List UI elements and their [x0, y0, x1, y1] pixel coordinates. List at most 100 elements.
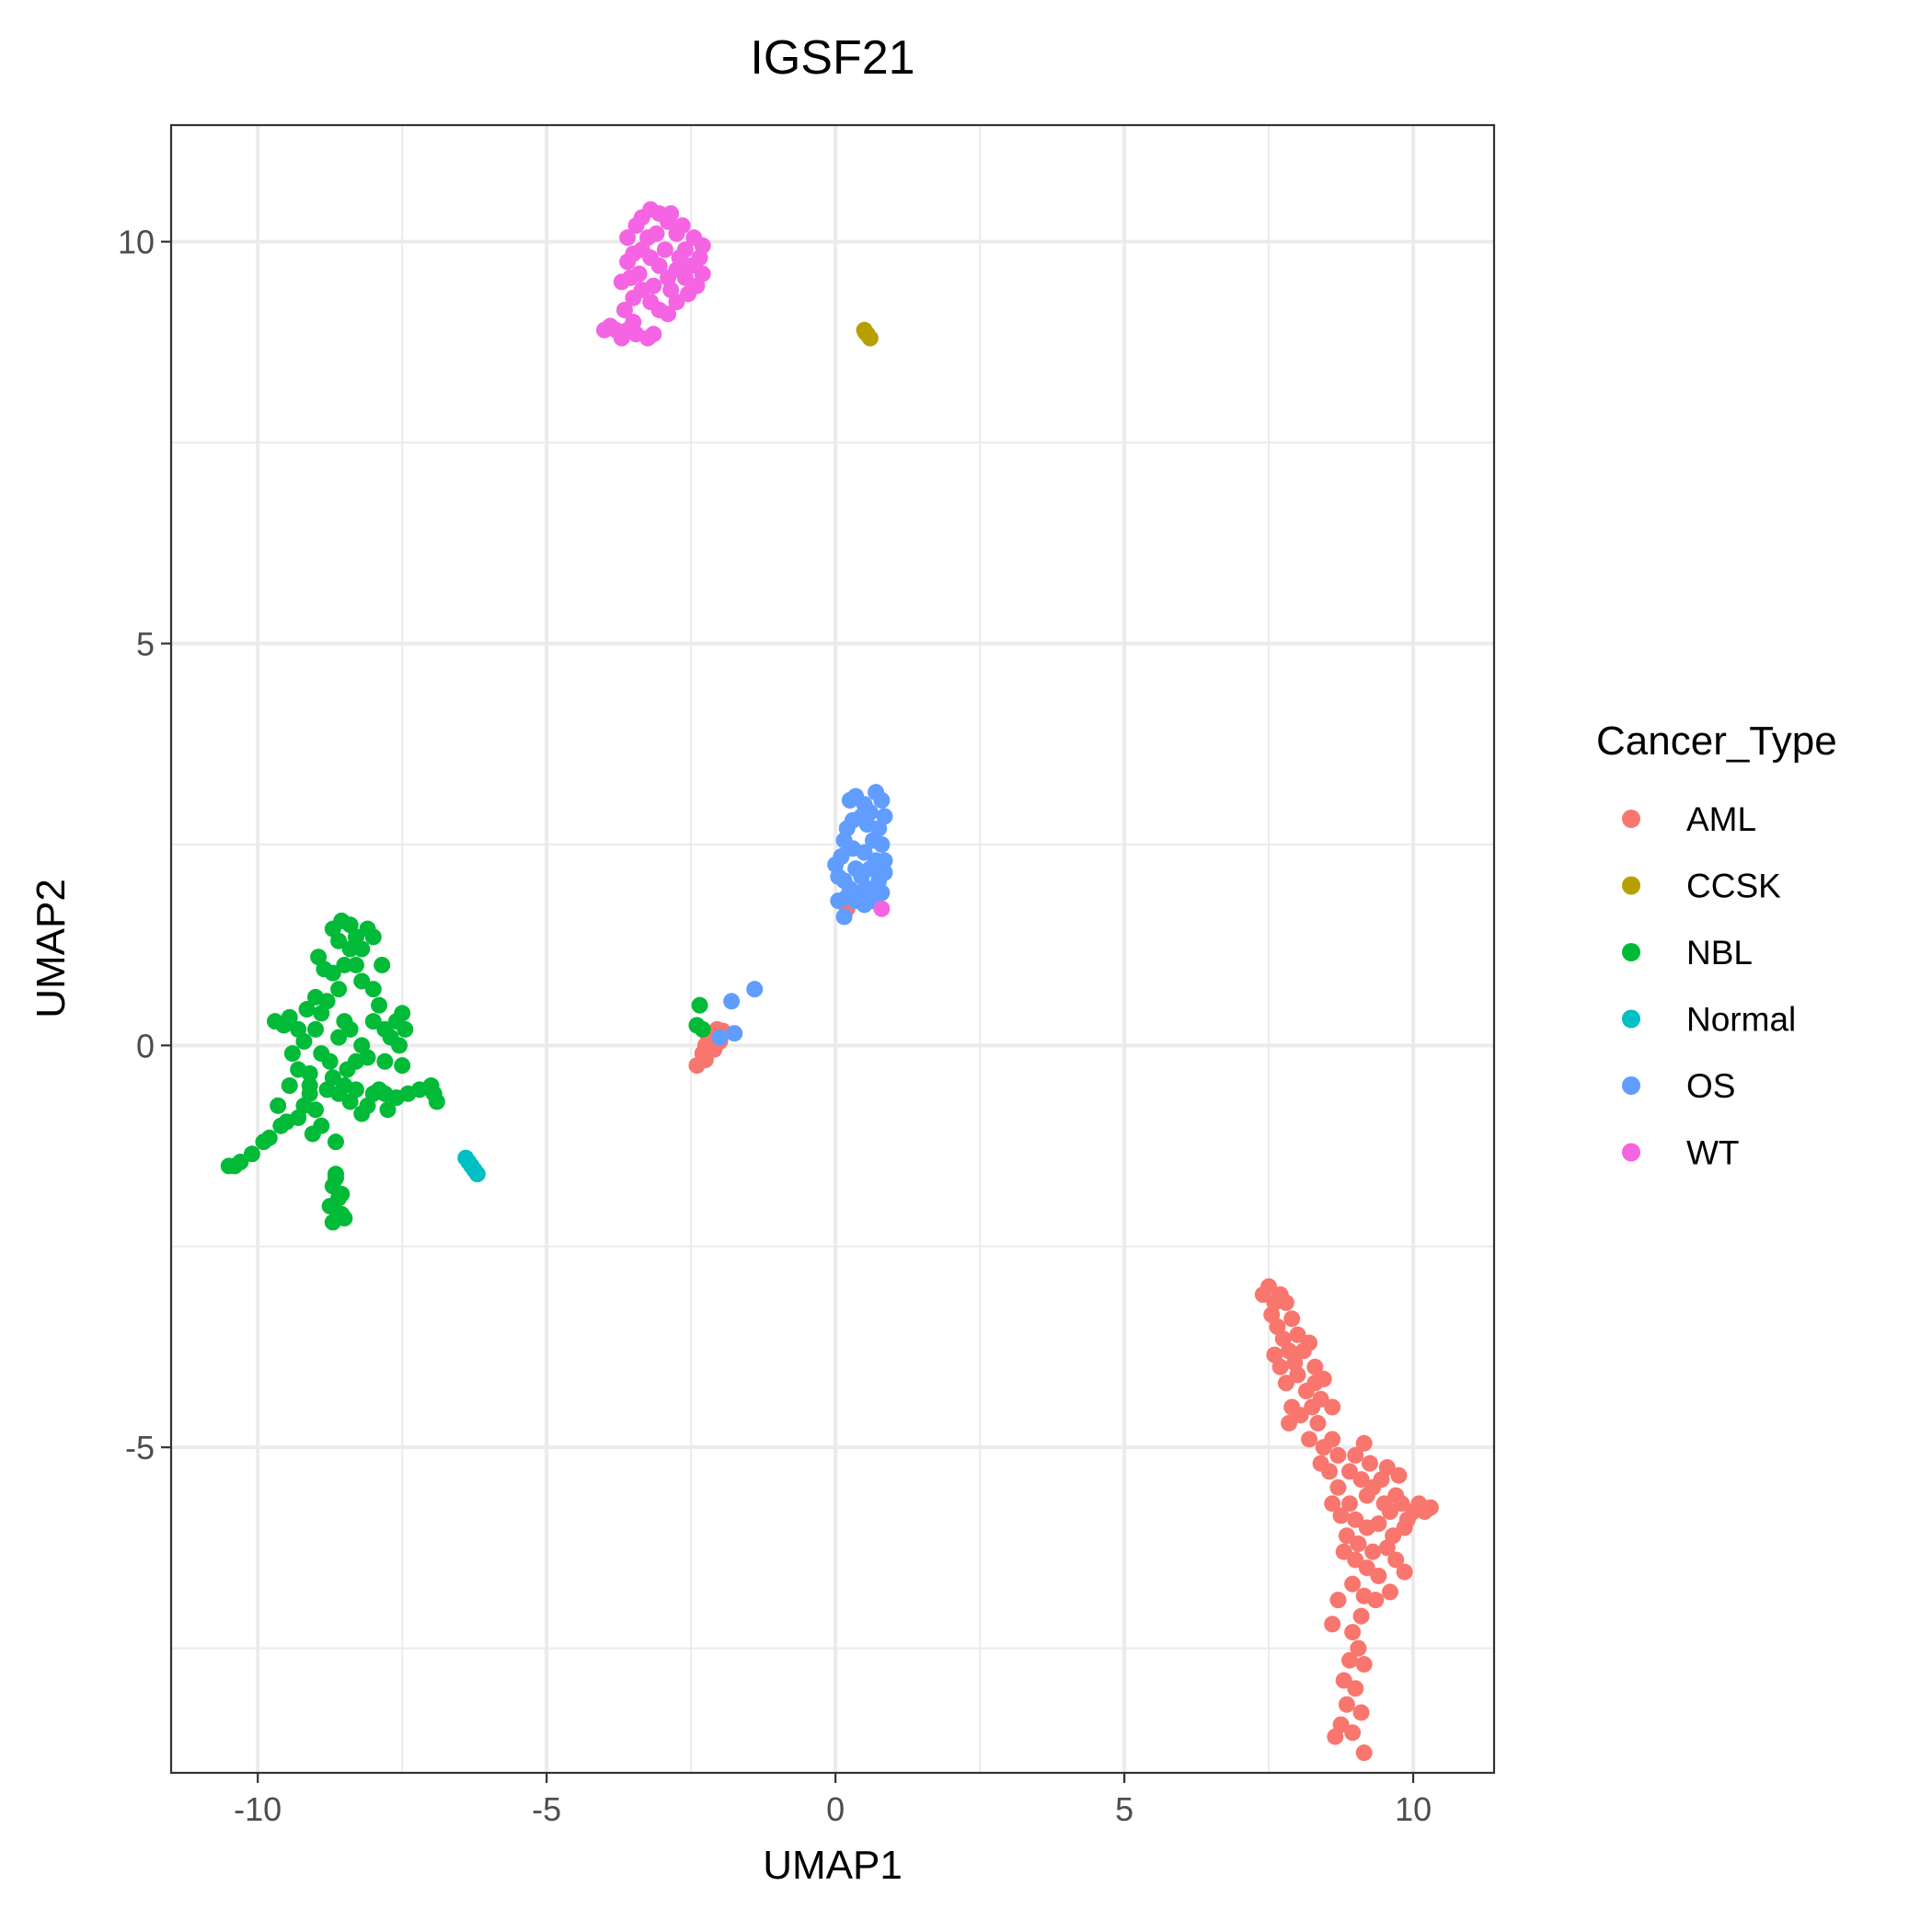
point-aml: [1341, 1651, 1359, 1669]
point-nbl: [379, 1101, 397, 1119]
point-wt: [662, 205, 680, 223]
point-aml: [1327, 1728, 1344, 1745]
legend-items: AML CCSK NBL Normal OS WT: [1622, 800, 1796, 1172]
point-nbl: [301, 1077, 318, 1095]
point-nbl: [394, 1057, 411, 1075]
point-aml: [1344, 1724, 1362, 1742]
data-points: [220, 201, 1439, 1762]
point-nbl: [321, 1198, 339, 1215]
point-nbl: [298, 1001, 316, 1018]
point-os: [873, 835, 891, 853]
point-aml: [1367, 1592, 1385, 1609]
point-aml: [1315, 1370, 1332, 1387]
point-aml: [1344, 1624, 1362, 1641]
point-aml: [1324, 1431, 1341, 1448]
point-wt: [671, 249, 688, 267]
point-nbl: [243, 1145, 260, 1163]
legend-label-os: OS: [1686, 1067, 1735, 1105]
legend-label-nbl: NBL: [1686, 934, 1753, 972]
y-tick-label: -5: [125, 1429, 155, 1466]
plot-area: [169, 123, 1496, 1775]
point-wt: [645, 326, 662, 343]
point-aml: [696, 1052, 714, 1069]
legend-key-os: [1622, 1076, 1640, 1095]
point-aml: [1421, 1499, 1439, 1516]
point-wt: [694, 265, 711, 282]
point-nbl: [310, 949, 328, 966]
point-aml: [1393, 1495, 1410, 1512]
point-wt: [685, 229, 703, 247]
point-aml: [1324, 1495, 1341, 1512]
point-nbl: [333, 1185, 351, 1202]
point-aml: [1289, 1366, 1306, 1384]
point-wt: [648, 224, 665, 242]
point-aml: [1338, 1696, 1355, 1713]
point-wt: [660, 305, 677, 323]
point-os: [876, 864, 893, 881]
legend-label-ccsk: CCSK: [1686, 868, 1781, 905]
y-tick-label: 10: [118, 224, 155, 261]
point-aml: [1387, 1551, 1405, 1569]
legend-key-wt: [1622, 1143, 1640, 1162]
point-os: [726, 1025, 743, 1042]
point-wt: [645, 277, 662, 294]
point-aml: [1347, 1551, 1364, 1569]
point-nbl: [391, 1037, 408, 1054]
point-aml: [1344, 1575, 1362, 1593]
point-aml: [1335, 1672, 1352, 1689]
point-aml: [1361, 1455, 1378, 1472]
point-aml: [1352, 1607, 1370, 1625]
point-aml: [1292, 1407, 1309, 1424]
point-aml: [1352, 1704, 1370, 1721]
point-nbl: [267, 1013, 284, 1030]
point-aml: [1277, 1294, 1294, 1311]
plot-border: [169, 123, 1496, 1775]
point-nbl: [336, 1210, 353, 1227]
point-nbl: [306, 988, 324, 1006]
point-aml: [1283, 1310, 1301, 1328]
point-wt: [873, 900, 891, 917]
point-aml: [1312, 1390, 1329, 1408]
point-nbl: [324, 1069, 341, 1087]
point-nbl: [376, 1052, 394, 1070]
point-nbl: [306, 1020, 324, 1038]
point-nbl: [306, 1101, 324, 1119]
point-nbl: [359, 1049, 376, 1066]
minor-grid: [171, 125, 1494, 1773]
point-wt: [656, 241, 673, 259]
legend-label-normal: Normal: [1686, 1001, 1796, 1039]
point-nbl: [339, 1061, 356, 1078]
point-wt: [650, 257, 668, 274]
point-nbl: [347, 956, 364, 973]
point-wt: [662, 282, 680, 299]
point-nbl: [330, 1029, 348, 1046]
point-aml: [1312, 1455, 1329, 1472]
point-aml: [1390, 1466, 1408, 1484]
point-nbl: [313, 1045, 330, 1063]
point-wt: [613, 273, 630, 291]
point-os: [830, 892, 847, 910]
legend-title: Cancer_Type: [1596, 719, 1837, 764]
point-aml: [1266, 1346, 1283, 1363]
point-normal: [468, 1166, 486, 1183]
point-wt: [683, 257, 700, 274]
point-aml: [1350, 1535, 1367, 1553]
point-nbl: [364, 1013, 382, 1030]
point-nbl: [301, 1064, 318, 1082]
point-aml: [1347, 1446, 1364, 1464]
point-aml: [1378, 1539, 1396, 1557]
legend-key-ccsk: [1622, 876, 1640, 895]
x-axis-label: UMAP1: [763, 1843, 903, 1888]
point-nbl: [281, 1008, 298, 1026]
point-nbl: [341, 1020, 359, 1038]
point-aml: [1260, 1278, 1278, 1295]
point-wt: [615, 301, 633, 318]
point-aml: [1355, 1744, 1373, 1762]
x-tick-label: 10: [1395, 1790, 1432, 1828]
point-nbl: [283, 1045, 301, 1063]
point-aml: [1301, 1334, 1318, 1351]
point-aml: [1358, 1519, 1375, 1536]
point-nbl: [397, 1020, 414, 1038]
point-ccsk: [857, 324, 874, 341]
point-aml: [1347, 1680, 1364, 1697]
